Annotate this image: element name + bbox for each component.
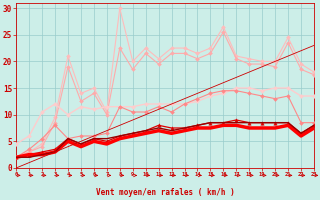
X-axis label: Vent moyen/en rafales ( km/h ): Vent moyen/en rafales ( km/h ) bbox=[96, 188, 235, 197]
